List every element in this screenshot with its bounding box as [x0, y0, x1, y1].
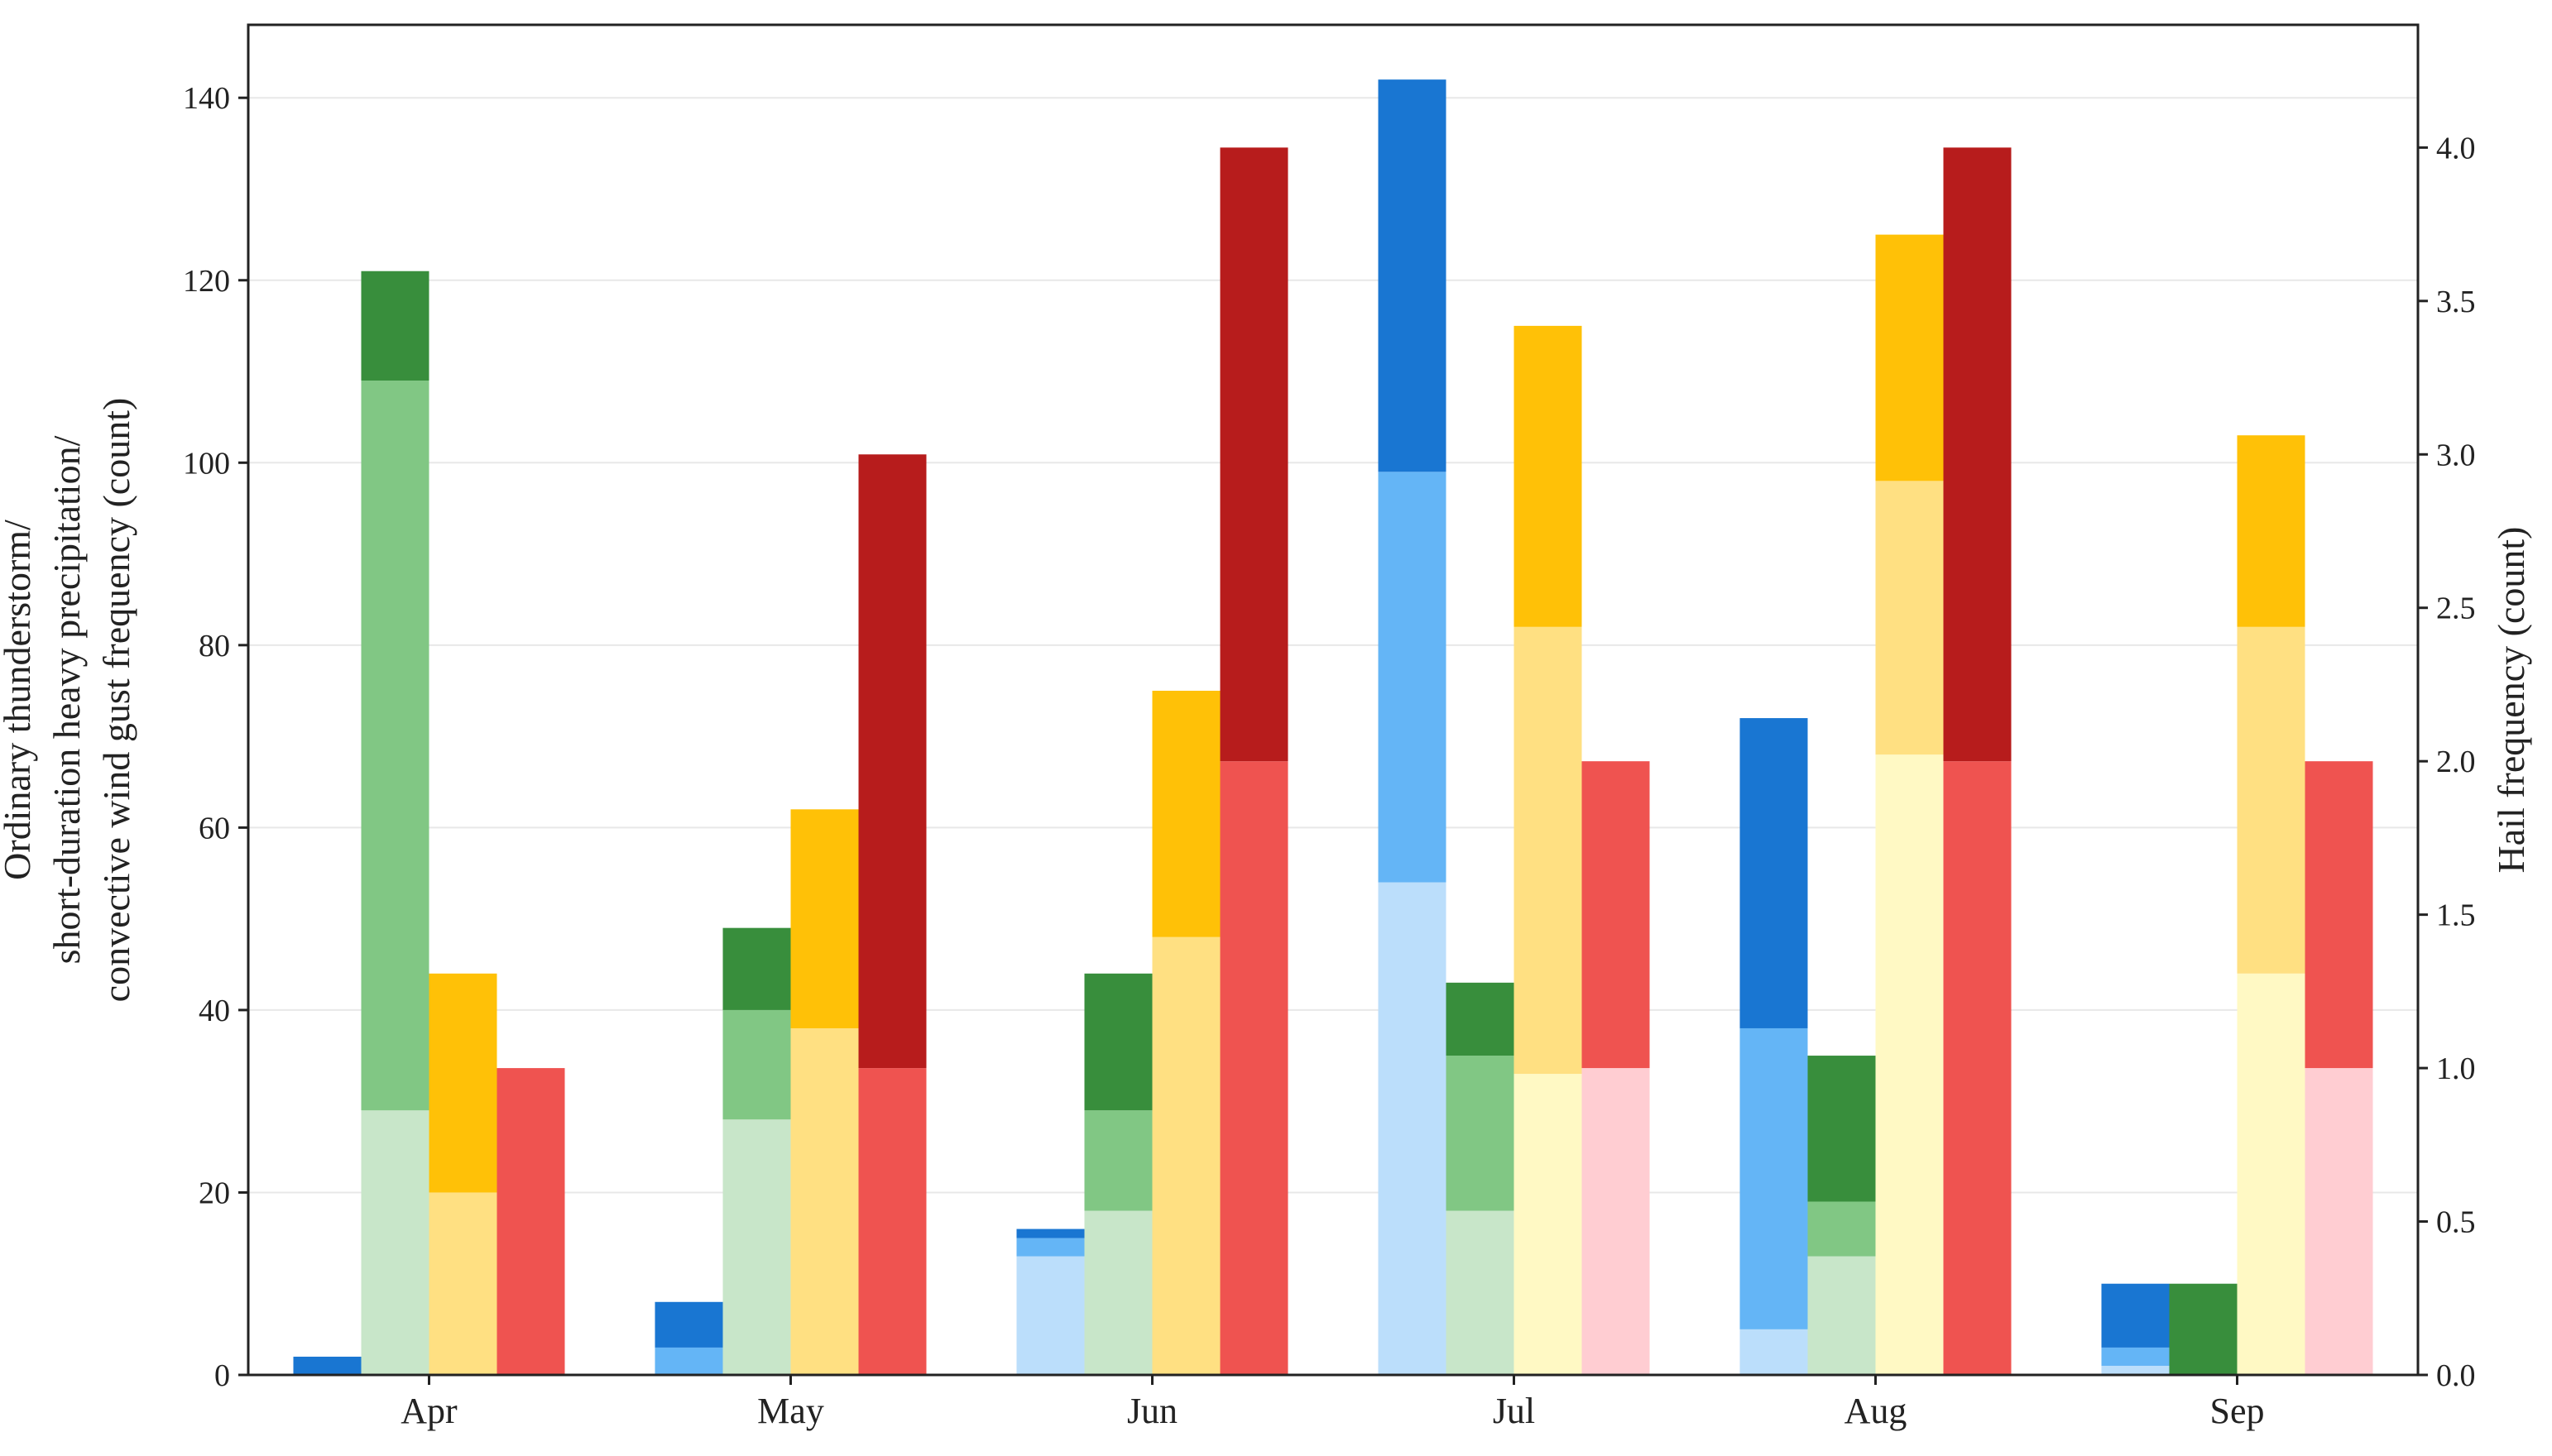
- bar-segment-jul-g3-l1: [1513, 1074, 1582, 1375]
- bar-segment-jun-g3-l3: [1152, 690, 1221, 937]
- right-tick-label: 1.5: [2436, 898, 2476, 933]
- bar-groups: [293, 79, 2373, 1375]
- bar-segment-may-g2-l1: [722, 1119, 791, 1375]
- bar-segment-sep-g1-l2: [2101, 1347, 2170, 1366]
- right-y-axis: 0.0 0.5 1.0 1.5 2.0 2.5 3.0 3.5 4.0: [2418, 131, 2476, 1393]
- bar-segment-sep-g4-l2: [2305, 761, 2373, 1069]
- bar-segment-jun-g4-l2: [1220, 761, 1288, 1375]
- bar-segment-jun-g1-l1: [1016, 1256, 1085, 1375]
- right-tick-label: 4.0: [2436, 131, 2476, 165]
- bar-segment-jul-g2-l3: [1446, 982, 1514, 1056]
- left-y-axis: 0 20 40 60 80 100 120 140: [183, 81, 248, 1393]
- left-tick-label: 140: [183, 81, 230, 116]
- right-tick-label: 2.0: [2436, 745, 2476, 779]
- bar-segment-aug-g2-l3: [1807, 1056, 1876, 1202]
- bar-segment-jul-g2-l2: [1446, 1056, 1514, 1211]
- bar-segment-may-g2-l3: [722, 927, 791, 1010]
- right-tick-label: 3.0: [2436, 438, 2476, 472]
- bar-segment-may-g3-l2: [790, 1027, 859, 1375]
- bar-segment-jun-g2-l1: [1084, 1210, 1153, 1375]
- left-tick-label: 80: [199, 629, 230, 663]
- right-tick-label: 2.5: [2436, 592, 2476, 626]
- right-tick-label: 3.5: [2436, 285, 2476, 319]
- bar-segment-aug-g2-l2: [1807, 1201, 1876, 1257]
- bar-segment-aug-g4-l3: [1943, 147, 2012, 762]
- bar-segment-apr-g2-l2: [361, 381, 429, 1111]
- bar-segment-sep-g1-l1: [2101, 1365, 2170, 1375]
- bar-segment-apr-g4-l2: [496, 1068, 565, 1375]
- bar-segment-aug-g1-l1: [1739, 1329, 1808, 1375]
- bar-segment-jun-g3-l2: [1152, 936, 1221, 1375]
- bar-segment-may-g3-l3: [790, 809, 859, 1028]
- left-axis-title: Ordinary thunderstorm/short-duration hea…: [0, 398, 137, 1003]
- right-tick-label: 1.0: [2436, 1051, 2476, 1086]
- x-tick-label: Jun: [1127, 1391, 1178, 1431]
- x-axis: Apr May Jun Jul Aug Sep: [401, 1375, 2265, 1431]
- bar-segment-aug-g4-l2: [1943, 761, 2012, 1375]
- bar-segment-sep-g1-l3: [2101, 1283, 2170, 1348]
- left-tick-label: 0: [214, 1358, 230, 1393]
- bar-segment-aug-g1-l2: [1739, 1027, 1808, 1329]
- bar-segment-jun-g2-l2: [1084, 1110, 1153, 1211]
- bar-segment-apr-g1-l3: [293, 1356, 362, 1375]
- bar-segment-apr-g3-l2: [429, 1192, 497, 1375]
- left-axis-title-line: convective wind gust frequency (count): [95, 398, 137, 1003]
- bar-segment-aug-g3-l2: [1875, 481, 1944, 755]
- left-tick-label: 40: [199, 994, 230, 1028]
- bar-segment-may-g1-l3: [655, 1301, 723, 1348]
- bar-segment-may-g1-l2: [655, 1347, 723, 1375]
- bar-segment-sep-g3-l2: [2237, 626, 2305, 974]
- bar-segment-jul-g1-l2: [1378, 472, 1446, 883]
- bar-segment-aug-g3-l1: [1875, 754, 1944, 1375]
- right-tick-label: 0.5: [2436, 1205, 2476, 1240]
- bar-segment-jun-g1-l3: [1016, 1228, 1085, 1238]
- plot-frame: [247, 23, 2420, 1377]
- x-tick-label: Aug: [1844, 1391, 1907, 1431]
- bar-segment-jul-g3-l3: [1513, 325, 1582, 627]
- left-tick-label: 20: [199, 1176, 230, 1210]
- bar-segment-jul-g1-l3: [1378, 79, 1446, 472]
- bar-segment-jun-g1-l2: [1016, 1238, 1085, 1257]
- left-tick-label: 120: [183, 264, 230, 299]
- bar-segment-jun-g4-l3: [1220, 147, 1288, 762]
- bar-segment-jul-g4-l1: [1581, 1068, 1650, 1375]
- bar-segment-may-g4-l3: [858, 454, 927, 1069]
- x-tick-label: Jul: [1493, 1391, 1535, 1431]
- bar-segment-aug-g1-l3: [1739, 718, 1808, 1028]
- x-tick-label: Apr: [401, 1391, 458, 1431]
- bar-segment-jul-g1-l1: [1378, 882, 1446, 1375]
- left-axis-title-line: short-duration heavy precipitation/: [46, 435, 88, 964]
- bar-segment-aug-g2-l1: [1807, 1256, 1876, 1375]
- bar-segment-may-g2-l2: [722, 1009, 791, 1120]
- bar-segment-aug-g3-l3: [1875, 234, 1944, 481]
- bar-segment-sep-g3-l3: [2237, 435, 2305, 627]
- bar-segment-jul-g3-l2: [1513, 626, 1582, 1075]
- right-tick-label: 0.0: [2436, 1358, 2476, 1393]
- bar-segment-apr-g2-l3: [361, 271, 429, 381]
- bar-segment-sep-g3-l1: [2237, 973, 2305, 1375]
- bar-segment-sep-g2-l3: [2169, 1283, 2238, 1375]
- bar-segment-sep-g4-l1: [2305, 1068, 2373, 1375]
- bar-segment-may-g4-l2: [858, 1068, 927, 1375]
- bar-segment-jun-g2-l3: [1084, 973, 1153, 1111]
- right-axis-title: Hail frequency (count): [2490, 527, 2532, 874]
- bar-segment-jul-g4-l2: [1581, 761, 1650, 1069]
- left-axis-title-line: Ordinary thunderstorm/: [0, 520, 38, 880]
- bar-segment-apr-g3-l3: [429, 973, 497, 1193]
- gridlines: [248, 97, 2418, 1194]
- x-tick-label: May: [757, 1391, 824, 1431]
- bar-segment-apr-g2-l1: [361, 1110, 429, 1375]
- left-tick-label: 100: [183, 446, 230, 481]
- left-tick-label: 60: [199, 811, 230, 845]
- x-tick-label: Sep: [2210, 1391, 2265, 1431]
- bar-segment-jul-g2-l1: [1446, 1210, 1514, 1375]
